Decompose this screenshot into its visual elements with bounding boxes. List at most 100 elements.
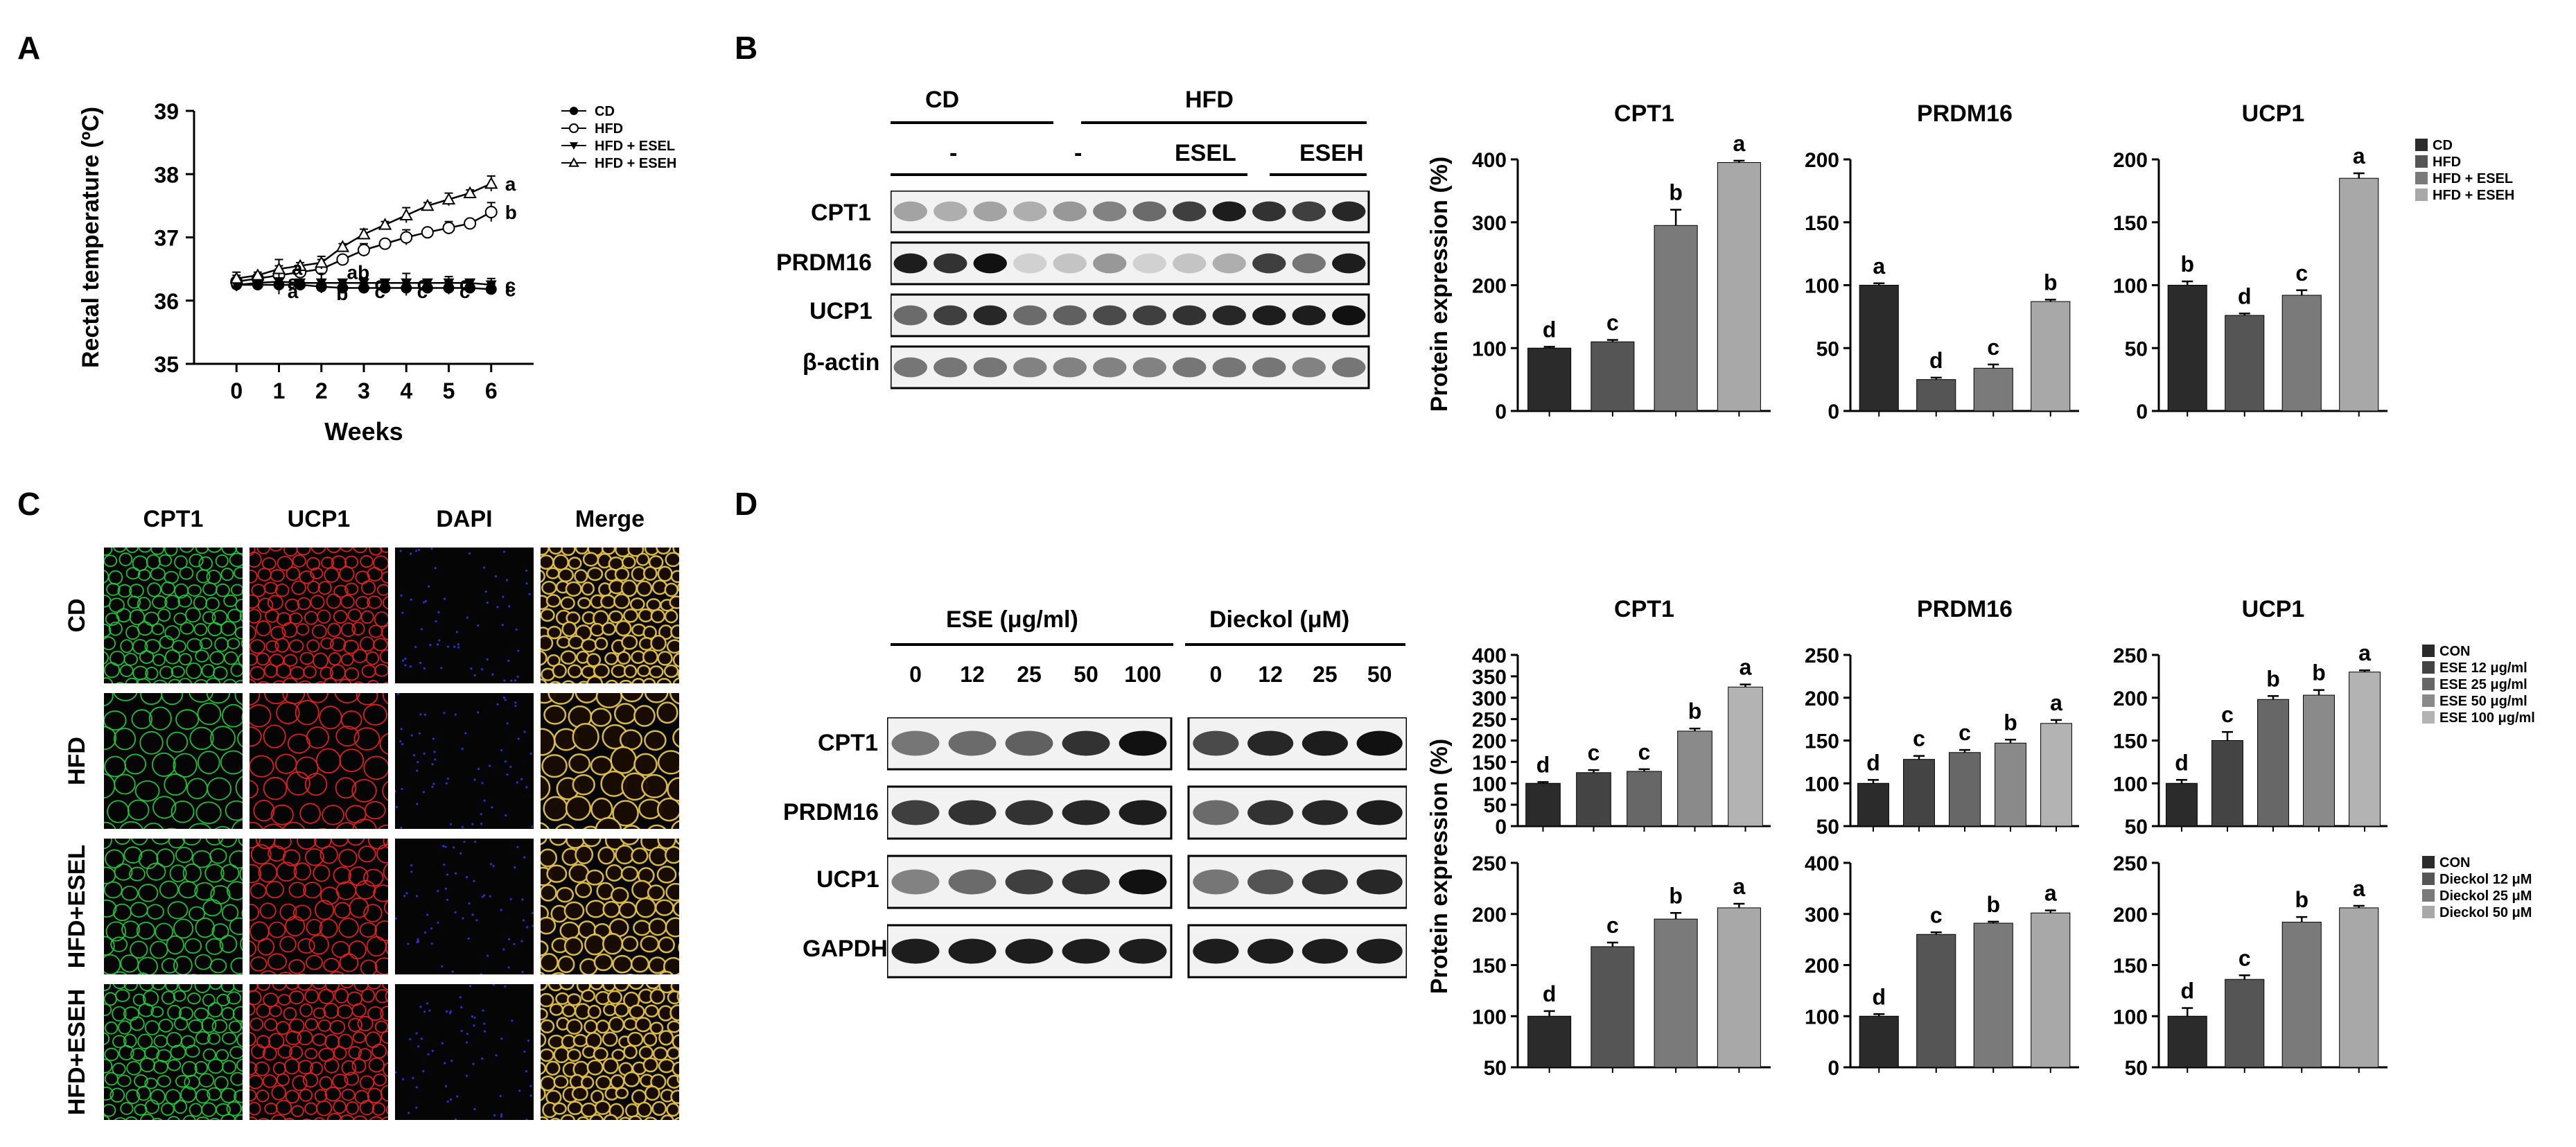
c-cell-outline [584,934,606,956]
c-cell-outline [207,777,232,800]
blot-b-row-0-band [1173,201,1207,222]
c-cell-outline [249,653,259,666]
a-y-tick-label: 35 [154,352,179,377]
c-nucleus-dot [405,892,408,895]
d-top-chart-2-y-tick-label: 200 [2113,688,2148,710]
d-dieckol-dose-label: 25 [1313,662,1338,687]
a-point [464,278,476,289]
c-cell-outline [229,917,243,935]
c-cell-outline [620,579,638,597]
c-cell-outline [164,548,178,557]
c-cell-outline [123,984,139,991]
c-nucleus-dot [514,866,516,869]
c-cell-outline [613,984,630,992]
c-cell-outline [672,900,679,917]
c-nucleus-dot [481,895,484,898]
blot-b-row-3-band [893,357,927,378]
c-cell-outline [104,1047,119,1061]
c-micrograph-tile [541,693,679,829]
b-chart-2-sig-letter: b [2180,252,2194,277]
c-cell-outline [348,1046,362,1060]
c-cell-outline [213,666,228,681]
blot-d-ese-row-1-band [1005,800,1053,825]
c-nucleus-dot [445,782,448,785]
c-cell-outline [610,1074,625,1089]
a-point [442,221,455,234]
c-cell-outline [195,1031,211,1045]
c-nucleus-dot [396,693,400,695]
c-cell-outline [227,638,240,649]
c-cell-outline [227,991,242,1005]
c-cell-outline [267,595,283,611]
d-bottom-chart-2-sig-letter: c [2238,945,2251,970]
c-cell-outline [670,1089,679,1104]
c-nucleus-dot [417,1045,420,1048]
c-cell-outline [249,821,263,829]
c-nucleus-dot [429,644,432,647]
c-cell-outline [222,1031,237,1045]
c-cell-outline [134,780,160,802]
c-cell-outline [202,1048,216,1062]
c-cell-outline [179,653,192,666]
c-cell-outline [241,712,243,721]
c-cell-outline [104,1058,113,1074]
c-cell-outline [234,1114,243,1120]
c-nucleus-dot [446,1010,448,1013]
b-chart-1-sig-letter: c [1987,335,1999,360]
c-cell-outline [584,1019,598,1034]
c-cell-outline [677,583,679,592]
c-cell-outline [580,1076,595,1089]
blot-d-ese-row-1-band [1062,800,1110,825]
c-cell-outline [221,1006,235,1021]
a-point [357,227,371,240]
c-cell-outline [104,548,113,556]
c-cell-outline [249,1061,258,1076]
blot-b-row-3-band [934,357,967,378]
c-cell-outline [304,773,328,796]
c-cell-outline [297,938,315,954]
d-bottom-chart-0-bar [1654,918,1698,1068]
blot-d-dieckol-row-3-band [1247,938,1294,964]
c-nucleus-dot [487,954,489,957]
c-cell-outline [339,953,359,972]
c-cell-outline [114,773,136,795]
c-cell-outline [145,667,159,681]
c-cell-outline [313,652,328,669]
c-cell-outline [306,557,321,571]
d-top-chart-0-y-tick-label: 400 [1472,645,1507,667]
blot-b-row-2-band [1013,305,1047,326]
c-cell-outline [253,800,275,822]
d-legend-top-label: ESE 50 μg/ml [2439,694,2527,709]
c-cell-outline [249,1101,261,1116]
c-cell-outline [278,972,293,974]
c-cell-outline [226,1101,242,1117]
blot-d-ese-row-0-band [1005,730,1053,756]
a-point [421,278,433,289]
c-cell-outline [283,1058,300,1075]
c-cell-outline [545,567,560,579]
c-nucleus-dot [432,737,435,740]
d-bottom-chart-0-y-tick-label: 100 [1472,1006,1507,1028]
blot-d-ese-row-1-band [1119,800,1167,825]
blot-b-row-1-band [1252,253,1286,274]
blot-d-dieckol-row-0-band [1247,730,1294,756]
d-legend-top-label: ESE 100 μg/ml [2439,710,2535,726]
c-nucleus-dot [426,1002,429,1005]
c-cell-outline [636,580,653,597]
c-cell-outline [216,1103,231,1117]
blot-d-dieckol-row-3-band [1302,938,1348,964]
c-nucleus-dot [516,781,518,784]
c-cell-outline [220,620,237,636]
c-cell-outline [230,1071,243,1086]
c-cell-outline [125,1089,141,1104]
a-point [295,278,306,289]
c-cell-outline [234,1089,243,1103]
c-cell-outline [195,1088,211,1104]
c-cell-outline [676,1074,679,1084]
d-top-chart-1-bar [1995,742,2026,827]
c-cell-outline [293,862,311,881]
c-nucleus-dot [430,942,433,945]
c-nucleus-dot [462,917,464,920]
blot-b-row-3-band [1292,357,1326,378]
c-cell-outline [581,638,597,653]
